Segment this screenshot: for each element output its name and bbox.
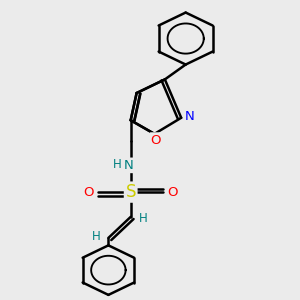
Text: O: O (151, 134, 161, 147)
Text: N: N (185, 110, 195, 123)
Text: H: H (113, 158, 122, 171)
Text: O: O (168, 186, 178, 199)
Text: O: O (83, 186, 94, 199)
Text: S: S (125, 183, 136, 201)
Text: H: H (139, 212, 148, 225)
Text: N: N (123, 159, 133, 172)
Text: H: H (92, 230, 100, 243)
